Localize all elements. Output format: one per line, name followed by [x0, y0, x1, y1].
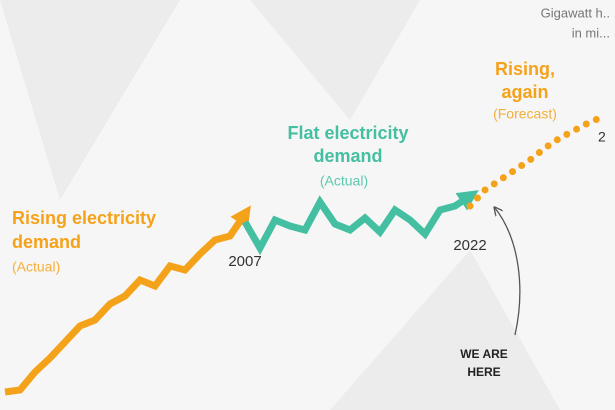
callout-arrow: [495, 208, 521, 336]
unit-label: in mi...: [572, 25, 610, 40]
annotation-title: again: [501, 82, 548, 102]
annotation-title: Rising,: [495, 59, 555, 79]
background-shapes: [0, 0, 560, 410]
unit-label: Gigawatt h..: [541, 5, 610, 20]
line: [241, 190, 479, 256]
annotation-title: Flat electricity: [287, 123, 408, 143]
line: [466, 112, 609, 210]
callout-text: WE ARE: [460, 347, 508, 361]
annotation-note: (Actual): [12, 259, 60, 275]
annotation-note: (Forecast): [493, 106, 557, 122]
line: [4, 205, 251, 396]
annotation-title: demand: [313, 146, 382, 166]
callout-text: HERE: [467, 365, 500, 379]
x-tick-label: 2007: [228, 253, 261, 270]
x-tick-label: 2022: [453, 237, 486, 254]
annotation-title: demand: [12, 232, 81, 252]
annotation-note: (Actual): [320, 173, 368, 189]
annotation-title: Rising electricity: [12, 208, 156, 228]
edge-label: 2: [598, 129, 606, 145]
